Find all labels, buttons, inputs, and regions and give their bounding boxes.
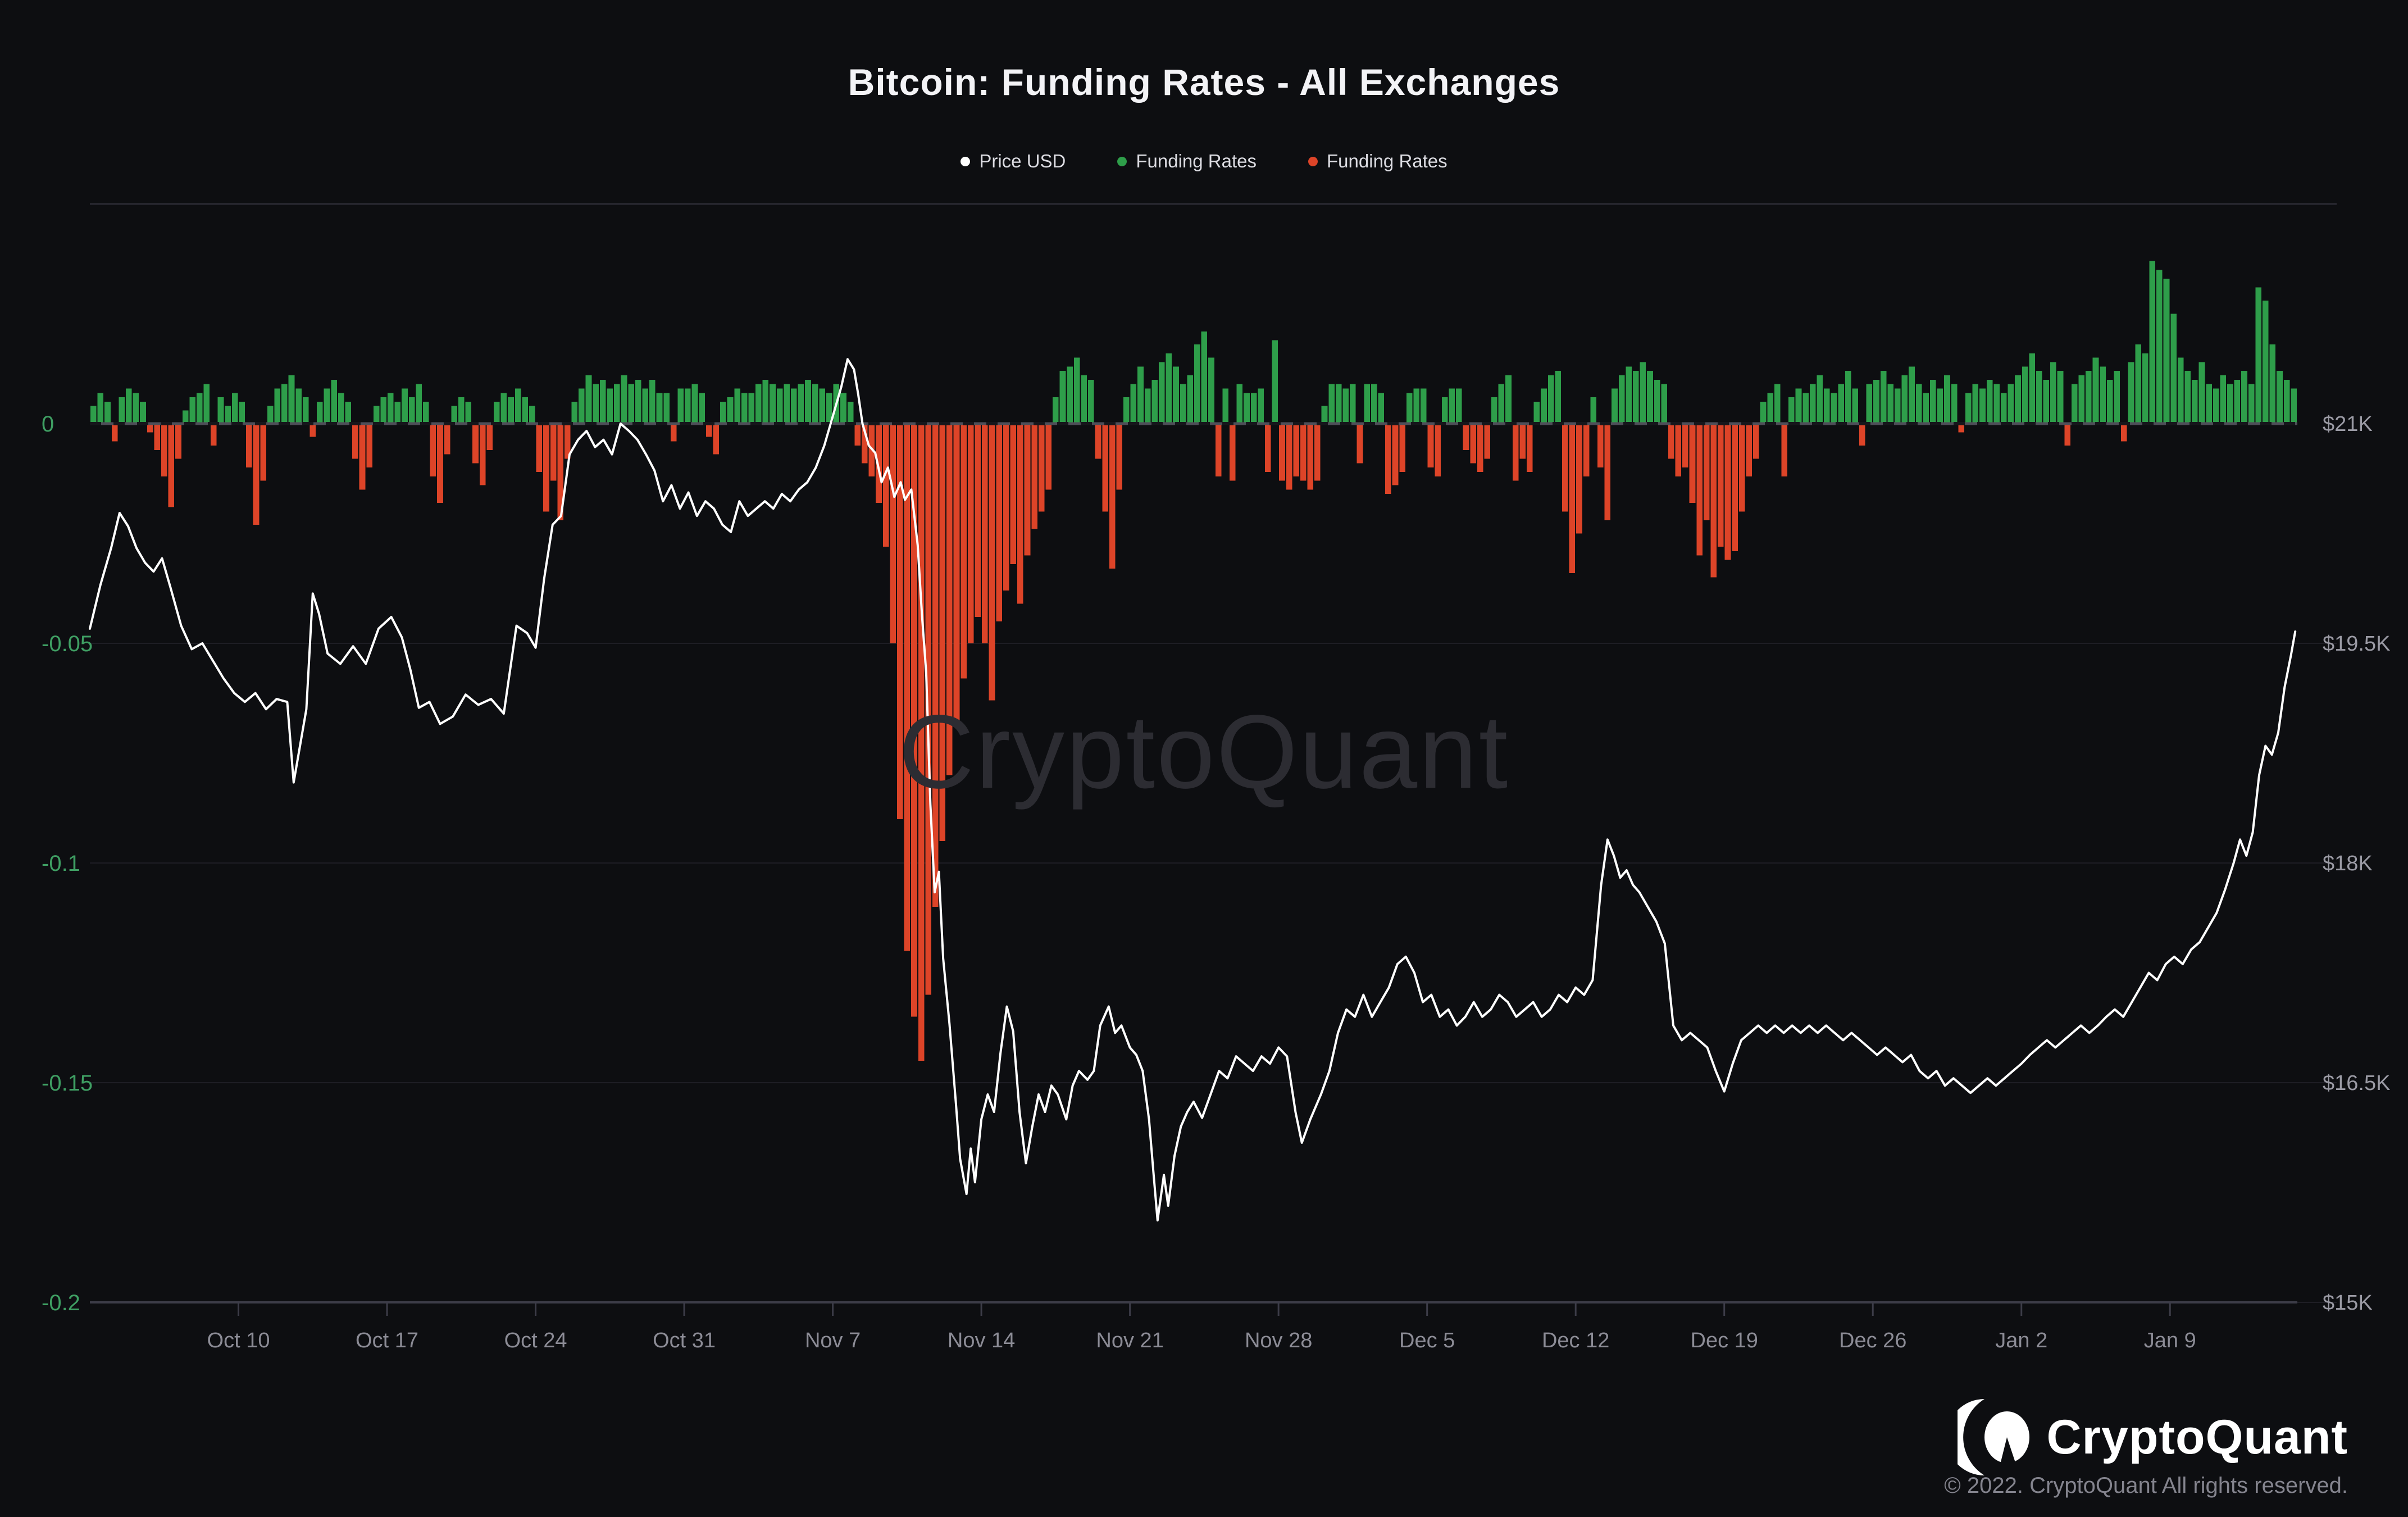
- x-tick-label: Jan 9: [2144, 1329, 2196, 1352]
- footer-copyright: © 2022. CryptoQuant All rights reserved.: [1944, 1473, 2348, 1498]
- legend-item-label: Funding Rates: [1136, 151, 1257, 171]
- grid-lines: [90, 643, 2337, 1303]
- legend-item-label: Funding Rates: [1327, 151, 1447, 171]
- price-usd-dot-icon: [961, 156, 971, 166]
- footer-brand-name: CryptoQuant: [2046, 1410, 2348, 1464]
- left-axis-tick-label: 0: [42, 412, 54, 437]
- left-axis-tick-label: -0.2: [42, 1291, 80, 1315]
- left-axis-tick-label: -0.1: [42, 851, 80, 876]
- funding-rates-red-dot-icon: [1308, 156, 1318, 166]
- funding-bars: [90, 261, 2297, 1061]
- right-axis-tick-label: $19.5K: [2323, 632, 2390, 656]
- x-tick-label: Oct 17: [356, 1329, 418, 1352]
- x-tick-label: Dec 26: [1839, 1329, 1906, 1352]
- x-tick-label: Dec 19: [1691, 1329, 1758, 1352]
- price-line: [89, 358, 2297, 1221]
- x-tick-label: Nov 7: [805, 1329, 861, 1352]
- x-tick-label: Nov 14: [948, 1329, 1015, 1352]
- legend-item-label: Price USD: [979, 151, 1066, 171]
- x-tick-label: Oct 24: [504, 1329, 567, 1352]
- x-tick-label: Oct 10: [207, 1329, 270, 1352]
- right-axis-tick-label: $18K: [2323, 852, 2373, 875]
- left-axis-tick-label: -0.05: [42, 632, 93, 656]
- right-axis-tick-label: $21K: [2323, 412, 2373, 436]
- right-axis-tick-label: $15K: [2323, 1291, 2373, 1315]
- funding-rates-green-dot-icon: [1117, 156, 1127, 166]
- x-tick-label: Jan 2: [1995, 1329, 2047, 1352]
- x-tick-label: Dec 12: [1542, 1329, 1609, 1352]
- x-tick-label: Oct 31: [653, 1329, 716, 1352]
- left-axis-labels: 0 -0.05 -0.1 -0.15 -0.2: [42, 412, 93, 1315]
- x-tick-label: Dec 5: [1399, 1329, 1455, 1352]
- legend-item-price-usd[interactable]: Price USD: [961, 151, 1066, 172]
- legend-item-funding-rates-negative[interactable]: Funding Rates: [1308, 151, 1447, 172]
- legend: Price USD Funding Rates Funding Rates: [0, 151, 2408, 172]
- left-axis-tick-label: -0.15: [42, 1071, 93, 1096]
- legend-item-funding-rates-positive[interactable]: Funding Rates: [1117, 151, 1257, 172]
- footer-brand: CryptoQuant: [1958, 1392, 2348, 1482]
- x-tick-label: Nov 21: [1096, 1329, 1163, 1352]
- x-tick-label: Nov 28: [1245, 1329, 1312, 1352]
- x-axis: Oct 10 Oct 17 Oct 24 Oct 31 Nov 7 Nov 14 Nov 2…: [90, 1301, 2297, 1352]
- cryptoquant-logo-icon: [1958, 1399, 2030, 1475]
- right-axis-labels: $21K $19.5K $18K $16.5K $15K: [2323, 412, 2390, 1315]
- chart-title: Bitcoin: Funding Rates - All Exchanges: [848, 61, 1560, 103]
- right-axis-tick-label: $16.5K: [2323, 1071, 2390, 1095]
